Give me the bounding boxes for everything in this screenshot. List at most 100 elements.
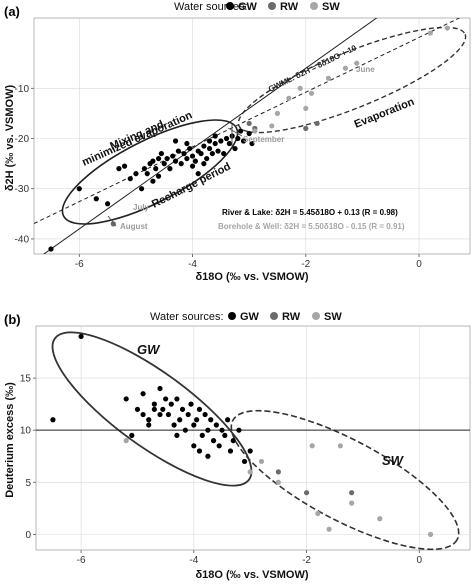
lines-a — [34, 18, 461, 254]
point-gw — [144, 171, 150, 177]
point-rw — [349, 490, 355, 496]
point-gw — [121, 163, 128, 169]
point-gw — [218, 138, 224, 144]
point-gw — [202, 411, 208, 418]
point-gw — [189, 153, 196, 159]
point-gw — [213, 422, 219, 428]
point-sw — [427, 531, 434, 537]
sw-ellipse-b — [230, 409, 460, 551]
legend-title-b: Water sources: — [150, 311, 224, 323]
point-gw — [194, 417, 200, 423]
point-gw — [141, 166, 148, 172]
y-tick-label: 15 — [20, 374, 32, 385]
point-gw — [206, 138, 213, 144]
point-gw — [168, 401, 174, 407]
point-sw — [297, 85, 303, 91]
x-tick-label: -6 — [75, 259, 84, 270]
point-gw — [181, 150, 187, 157]
y-tick-label: -40 — [15, 234, 30, 245]
point-gw — [182, 427, 188, 433]
point-gw — [191, 443, 197, 449]
point-gw — [175, 148, 181, 154]
point-gw — [158, 150, 165, 157]
point-gw — [205, 427, 211, 433]
point-gw — [196, 406, 203, 412]
point-gw — [172, 138, 179, 144]
point-gw — [151, 406, 157, 412]
region-label-gw: GW — [137, 342, 161, 357]
point-sw — [303, 105, 309, 111]
point-sw — [377, 516, 383, 522]
point-gw — [140, 391, 146, 397]
point-gw — [157, 411, 163, 418]
y-tick-label: 5 — [25, 478, 31, 489]
point-gw — [163, 396, 169, 402]
legend-label-rw: RW — [282, 311, 301, 323]
point-gw — [133, 171, 139, 177]
point-sw — [123, 438, 129, 444]
point-gw — [140, 411, 146, 418]
ellipses-b — [51, 331, 460, 551]
point-gw — [247, 448, 253, 454]
point-gw — [184, 155, 190, 162]
point-gw — [155, 155, 162, 162]
point-gw — [225, 417, 231, 423]
y-tick-label: -20 — [15, 134, 30, 145]
x-tick-label: 0 — [416, 259, 422, 270]
point-gw — [155, 173, 162, 179]
point-gw — [123, 396, 129, 402]
point-gw — [223, 135, 230, 142]
point-gw — [160, 406, 166, 412]
point-sw — [315, 510, 321, 517]
point-gw — [170, 153, 176, 159]
x-tick-label: -2 — [301, 259, 310, 270]
legend-marker-rw — [268, 2, 276, 10]
point-gw — [185, 411, 191, 418]
point-rw — [275, 469, 281, 475]
point-gw — [201, 143, 207, 149]
line-gwml — [43, 18, 378, 254]
point-gw — [212, 133, 218, 139]
legend-a: GW RW SW — [226, 1, 340, 13]
point-gw — [227, 448, 234, 454]
point-sw — [427, 30, 433, 36]
x-tick-label: -4 — [189, 555, 198, 566]
point-gw — [195, 171, 201, 177]
region-label-sw: SW — [382, 453, 405, 468]
line-river-lake — [34, 18, 461, 224]
point-rw — [303, 490, 310, 496]
point-sw — [247, 469, 253, 475]
y-tick-label: 10 — [20, 426, 32, 437]
point-gw — [50, 417, 56, 423]
point-sw — [258, 458, 265, 465]
point-sw — [354, 60, 360, 66]
month-june: June — [356, 65, 375, 74]
panel-a: (a) Water sources: GW RW SW -6 -4 -2 0-40-30-… — [4, 1, 471, 283]
ellipses-a — [61, 26, 467, 225]
point-gw — [146, 422, 152, 428]
point-gw — [188, 401, 194, 407]
point-gw — [153, 166, 159, 172]
legend-marker-rw — [270, 312, 278, 320]
plot-area-b — [35, 325, 471, 551]
legend-marker-gw — [226, 2, 234, 10]
point-gw — [235, 135, 241, 142]
point-gw — [206, 145, 213, 152]
point-gw — [116, 166, 122, 172]
month-september: September — [243, 135, 284, 144]
point-sw — [308, 90, 315, 96]
point-gw — [105, 201, 111, 207]
point-gw — [171, 422, 177, 428]
point-gw — [246, 130, 252, 137]
point-gw — [204, 155, 210, 162]
sw-ellipse-a — [237, 26, 467, 134]
point-gw — [164, 155, 170, 162]
point-gw — [198, 150, 204, 157]
arrows-a — [107, 124, 243, 227]
panel-letter-a: (a) — [4, 4, 20, 19]
legend-label-gw: GW — [238, 1, 258, 13]
y-axis-label-b: Deuterium excess (‰) — [4, 382, 16, 498]
legend-label-sw: SW — [322, 1, 340, 13]
point-gw — [178, 161, 184, 167]
